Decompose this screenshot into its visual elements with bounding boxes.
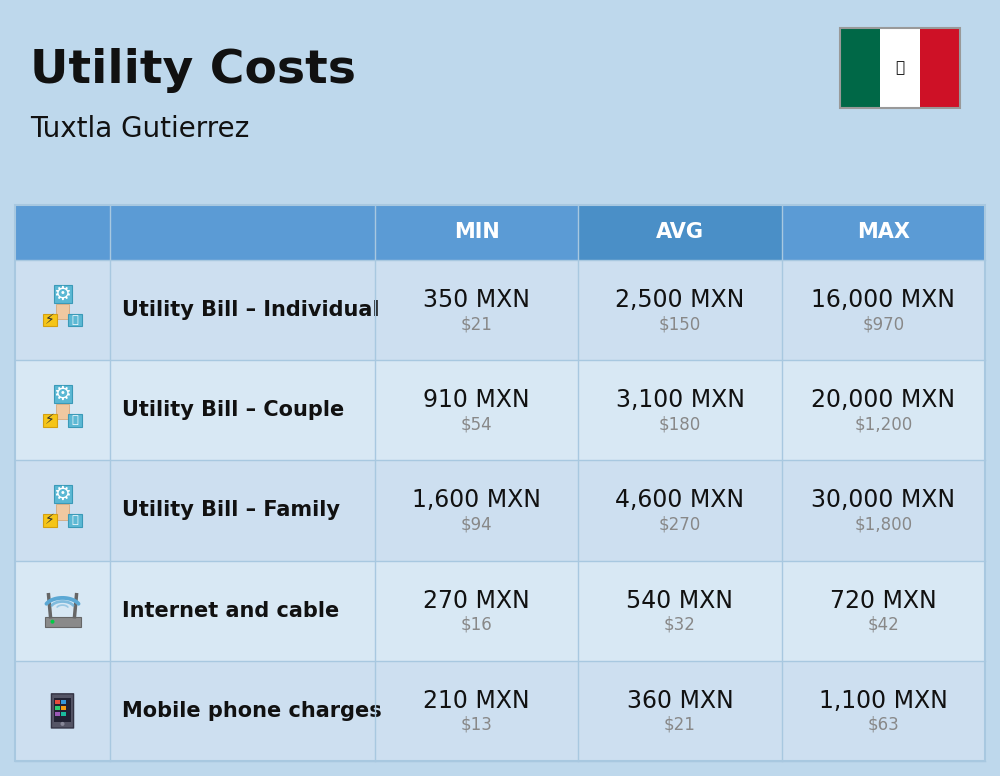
Bar bbox=[61, 712, 66, 716]
Bar bbox=[55, 700, 60, 704]
Bar bbox=[56, 404, 69, 419]
Text: 🚿: 🚿 bbox=[72, 315, 78, 325]
Bar bbox=[375, 205, 578, 260]
Text: 350 MXN: 350 MXN bbox=[423, 288, 530, 312]
Text: 210 MXN: 210 MXN bbox=[423, 689, 530, 713]
Text: Internet and cable: Internet and cable bbox=[122, 601, 339, 621]
Bar bbox=[56, 303, 69, 319]
Bar bbox=[15, 661, 985, 761]
Text: $63: $63 bbox=[867, 716, 899, 734]
Text: $94: $94 bbox=[461, 515, 492, 534]
Bar bbox=[56, 504, 69, 519]
Bar bbox=[68, 314, 82, 326]
Text: 720 MXN: 720 MXN bbox=[830, 589, 937, 613]
Bar bbox=[840, 28, 960, 108]
Text: $21: $21 bbox=[664, 716, 696, 734]
Text: $270: $270 bbox=[659, 515, 701, 534]
Text: 🚿: 🚿 bbox=[72, 415, 78, 425]
Text: Tuxtla Gutierrez: Tuxtla Gutierrez bbox=[30, 115, 249, 143]
Bar bbox=[15, 460, 985, 560]
Circle shape bbox=[50, 620, 54, 624]
Text: Utility Bill – Couple: Utility Bill – Couple bbox=[122, 400, 344, 421]
Bar bbox=[44, 617, 80, 627]
Bar bbox=[54, 285, 72, 303]
Text: ⚡: ⚡ bbox=[45, 313, 55, 327]
Bar bbox=[43, 314, 57, 326]
Bar bbox=[55, 712, 60, 716]
Text: $970: $970 bbox=[862, 315, 904, 333]
Text: $1,200: $1,200 bbox=[854, 415, 912, 433]
Bar bbox=[15, 205, 375, 260]
Text: 1,600 MXN: 1,600 MXN bbox=[412, 489, 541, 512]
Text: Utility Costs: Utility Costs bbox=[30, 48, 356, 93]
Circle shape bbox=[60, 722, 64, 726]
Text: 🦅: 🦅 bbox=[895, 61, 905, 75]
Bar bbox=[55, 705, 60, 710]
Text: Utility Bill – Family: Utility Bill – Family bbox=[122, 501, 340, 521]
Text: 3,100 MXN: 3,100 MXN bbox=[616, 388, 744, 412]
Bar bbox=[68, 414, 82, 427]
Bar bbox=[920, 28, 960, 108]
Text: ⚡: ⚡ bbox=[45, 413, 55, 428]
Text: $42: $42 bbox=[867, 615, 899, 634]
Text: Utility Bill – Individual: Utility Bill – Individual bbox=[122, 300, 380, 320]
Text: $1,800: $1,800 bbox=[854, 515, 912, 534]
Text: 2,500 MXN: 2,500 MXN bbox=[615, 288, 745, 312]
Bar bbox=[880, 28, 920, 108]
Bar bbox=[15, 205, 985, 761]
Text: 910 MXN: 910 MXN bbox=[423, 388, 530, 412]
Text: $21: $21 bbox=[461, 315, 493, 333]
FancyBboxPatch shape bbox=[51, 694, 74, 728]
Text: 540 MXN: 540 MXN bbox=[626, 589, 734, 613]
Text: $32: $32 bbox=[664, 615, 696, 634]
Text: $180: $180 bbox=[659, 415, 701, 433]
Bar bbox=[578, 205, 782, 260]
Text: $16: $16 bbox=[461, 615, 493, 634]
Bar bbox=[782, 205, 985, 260]
Text: ⚙: ⚙ bbox=[54, 485, 71, 504]
Bar bbox=[61, 700, 66, 704]
Text: 270 MXN: 270 MXN bbox=[423, 589, 530, 613]
Text: Mobile phone charges: Mobile phone charges bbox=[122, 701, 382, 721]
Text: MAX: MAX bbox=[857, 223, 910, 242]
Text: 4,600 MXN: 4,600 MXN bbox=[615, 489, 745, 512]
Bar bbox=[68, 514, 82, 527]
Text: $13: $13 bbox=[461, 716, 493, 734]
Text: AVG: AVG bbox=[656, 223, 704, 242]
Text: ⚙: ⚙ bbox=[54, 284, 71, 303]
Bar bbox=[43, 514, 57, 527]
Bar bbox=[840, 28, 880, 108]
Bar bbox=[15, 260, 985, 360]
Text: 🚿: 🚿 bbox=[72, 515, 78, 525]
Text: 20,000 MXN: 20,000 MXN bbox=[811, 388, 955, 412]
Bar bbox=[54, 385, 72, 403]
Text: 360 MXN: 360 MXN bbox=[627, 689, 733, 713]
Bar bbox=[15, 560, 985, 661]
Text: $150: $150 bbox=[659, 315, 701, 333]
Bar bbox=[54, 485, 72, 504]
Text: MIN: MIN bbox=[454, 223, 500, 242]
Bar bbox=[15, 360, 985, 460]
Bar bbox=[43, 414, 57, 427]
Bar bbox=[54, 698, 71, 722]
Text: 1,100 MXN: 1,100 MXN bbox=[819, 689, 948, 713]
Text: ⚡: ⚡ bbox=[45, 514, 55, 528]
Text: $54: $54 bbox=[461, 415, 492, 433]
Text: ⚙: ⚙ bbox=[54, 385, 71, 404]
Bar bbox=[61, 705, 66, 710]
Text: 30,000 MXN: 30,000 MXN bbox=[811, 489, 955, 512]
Text: 16,000 MXN: 16,000 MXN bbox=[811, 288, 955, 312]
